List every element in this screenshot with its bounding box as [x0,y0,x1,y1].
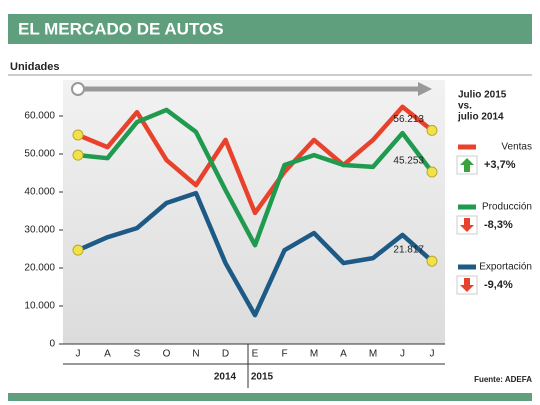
series-line [77,107,434,248]
chart-title: EL MERCADO DE AUTOS [18,19,224,38]
value-label: 45.253 [393,156,424,167]
legend-title: vs. [458,101,472,112]
x-tick-label: J [430,349,435,360]
y-tick-label: 50.000 [24,149,55,160]
x-tick-label: N [192,349,199,360]
footer-bar [8,393,532,401]
x-tick-label: E [252,349,259,360]
series-line [77,190,434,318]
year-label: 2015 [251,372,274,383]
endpoint-marker [72,149,84,161]
legend-title: Julio 2015 [458,90,507,101]
endpoint-marker [426,166,438,178]
endpoint-marker [72,244,84,256]
arrow-start [71,82,85,96]
x-tick-label: F [281,349,287,360]
x-tick-label: A [104,349,111,360]
x-tick-label: A [340,349,347,360]
legend-label: Ventas [501,142,532,153]
endpoint-marker [72,129,84,141]
y-tick-label: 30.000 [24,225,55,236]
change-arrow [460,278,474,292]
y-tick-label: 0 [49,339,55,350]
y-tick-label: 20.000 [24,263,55,274]
endpoint-marker [426,255,438,267]
change-arrow [460,218,474,232]
source: Fuente: ADEFA [474,375,532,384]
arrow-head [418,82,432,96]
x-tick-label: M [310,349,318,360]
y-axis-label: Unidades [10,61,60,73]
year-label: 2014 [214,372,237,383]
change-value: -8,3% [484,219,513,231]
value-label: 21.817 [393,245,424,256]
change-value: +3,7% [484,159,516,171]
x-tick-label: M [369,349,377,360]
x-tick-label: J [76,349,81,360]
y-tick-label: 60.000 [24,111,55,122]
x-tick-label: J [400,349,405,360]
value-label: 56.213 [393,114,424,125]
y-tick-label: 10.000 [24,301,55,312]
x-tick-label: S [134,349,141,360]
series-line [77,104,434,216]
x-tick-label: O [163,349,171,360]
legend-label: Exportación [479,262,532,273]
legend-title: julio 2014 [457,112,504,123]
title-bar [8,14,532,44]
change-arrow [460,158,474,172]
change-value: -9,4% [484,279,513,291]
endpoint-marker [426,124,438,136]
y-tick-label: 40.000 [24,187,55,198]
legend-label: Producción [482,202,532,213]
x-tick-label: D [222,349,229,360]
